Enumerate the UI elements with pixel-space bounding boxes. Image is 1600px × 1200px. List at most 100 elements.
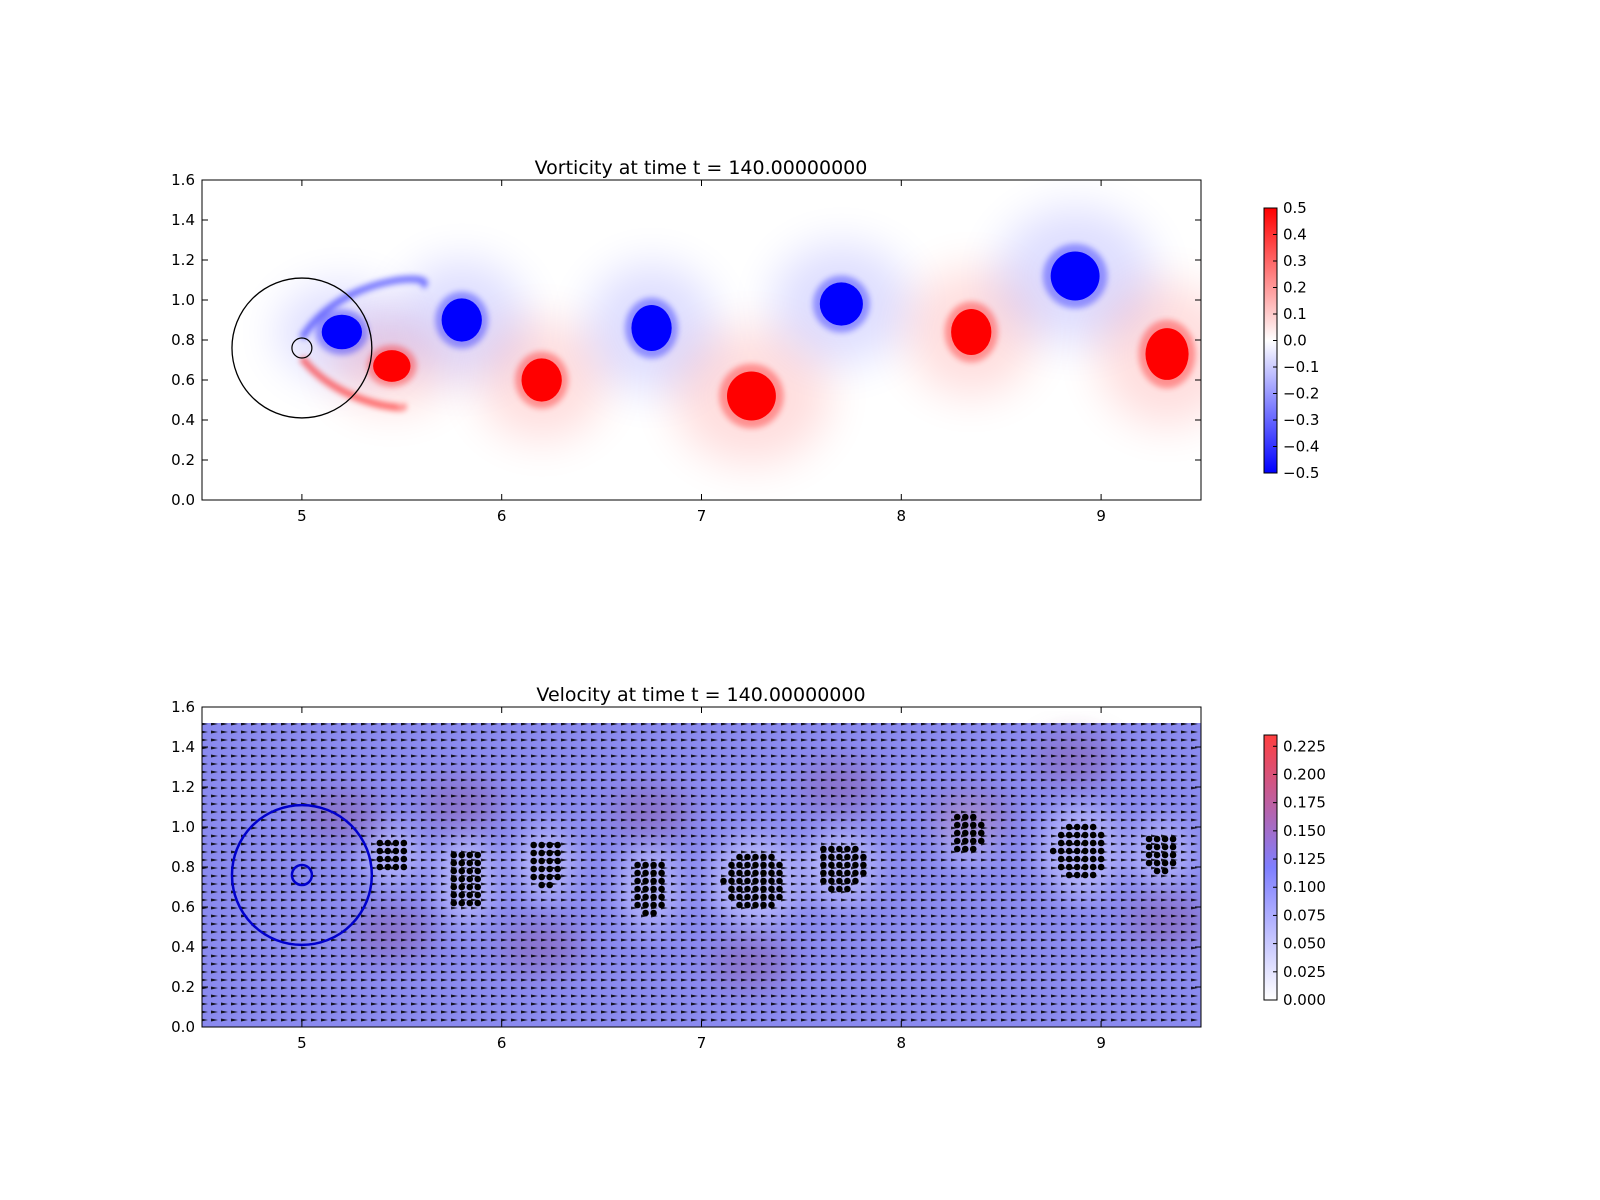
tracer-point — [538, 857, 545, 865]
tracer-point — [466, 875, 474, 883]
tracer-point — [860, 853, 867, 861]
tracer-point — [736, 901, 743, 909]
tracer-point — [760, 893, 767, 901]
tracer-point — [820, 869, 827, 877]
tracer-point — [554, 865, 561, 873]
tracer-point — [1153, 867, 1161, 875]
x-tick-label: 7 — [697, 507, 707, 525]
tracer-point — [977, 837, 985, 845]
tracer-point — [852, 861, 859, 869]
tracer-point — [458, 875, 466, 883]
tracer-point — [760, 885, 767, 893]
tracer-point — [820, 861, 827, 869]
tracer-point — [634, 893, 641, 901]
velocity-colorbar: 0.225 0.200 0.175 0.150 0.125 0.100 0.075 0.050… — [1263, 734, 1326, 1009]
tracer-point — [828, 885, 835, 893]
tracer-point — [1081, 847, 1089, 855]
tracer-point — [1145, 835, 1153, 843]
tracer-point — [530, 857, 537, 865]
positive-vortex — [521, 358, 562, 402]
tracer-point — [736, 885, 743, 893]
tracer-point — [658, 877, 665, 885]
tracer-point — [1081, 831, 1089, 839]
tracer-point — [1169, 859, 1177, 867]
y-tick-label: 0.4 — [171, 411, 195, 429]
vorticity-y-ticks: 0.0 0.2 0.4 0.6 0.8 1.0 1.2 1.4 1.6 — [171, 171, 1201, 509]
positive-vortex — [951, 308, 992, 356]
tracer-point — [458, 867, 466, 875]
tracer-point — [1073, 831, 1081, 839]
tracer-point — [1081, 863, 1089, 871]
tracer-point — [768, 853, 775, 861]
tracer-point — [1153, 835, 1161, 843]
tracer-point — [1097, 855, 1105, 863]
tracer-point — [1089, 839, 1097, 847]
colorbar-tick-label: 0.050 — [1283, 935, 1326, 953]
tracer-point — [844, 861, 851, 869]
tracer-point — [450, 867, 458, 875]
y-tick-label: 1.0 — [171, 818, 195, 836]
tracer-point — [752, 877, 759, 885]
tracer-point — [1065, 847, 1073, 855]
x-tick-label: 8 — [897, 507, 907, 525]
tracer-point — [458, 859, 466, 867]
tracer-point — [744, 853, 751, 861]
tracer-point — [828, 845, 835, 853]
tracer-point — [546, 873, 553, 881]
tracer-point — [474, 883, 482, 891]
tracer-point — [844, 877, 851, 885]
tracer-point — [1097, 863, 1105, 871]
y-tick-label: 1.6 — [171, 171, 195, 189]
colorbar-tick-label: 0.5 — [1283, 199, 1307, 217]
lower-shear-layer — [299, 355, 407, 411]
tracer-point — [538, 865, 545, 873]
tracer-point — [1169, 851, 1177, 859]
velocity-tracer-points — [376, 813, 1177, 917]
tracer-point — [392, 847, 400, 855]
positive-vortex — [726, 371, 776, 421]
tracer-point — [736, 877, 743, 885]
x-tick-label: 8 — [897, 1034, 907, 1052]
tracer-point — [1169, 843, 1177, 851]
tracer-point — [820, 853, 827, 861]
tracer-point — [776, 885, 783, 893]
tracer-point — [728, 869, 735, 877]
velocity-field — [202, 707, 1201, 1027]
tracer-point — [728, 893, 735, 901]
y-tick-label: 0.6 — [171, 371, 195, 389]
tracer-point — [450, 851, 458, 859]
tracer-point — [1097, 831, 1105, 839]
tracer-point — [953, 813, 961, 821]
tracer-point — [852, 853, 859, 861]
colorbar-tick-label: −0.5 — [1283, 464, 1319, 482]
colorbar-tick-label: 0.100 — [1283, 878, 1326, 896]
tracer-point — [642, 901, 649, 909]
tracer-point — [650, 901, 657, 909]
tracer-point — [1089, 847, 1097, 855]
tracer-point — [969, 845, 977, 853]
tracer-point — [969, 829, 977, 837]
velocity-x-ticks: 5 6 7 8 9 — [297, 707, 1106, 1052]
tracer-point — [828, 877, 835, 885]
tracer-point — [376, 863, 384, 871]
tracer-point — [530, 873, 537, 881]
tracer-point — [642, 885, 649, 893]
tracer-point — [650, 893, 657, 901]
tracer-point — [634, 861, 641, 869]
vorticity-title: Vorticity at time t = 140.00000000 — [535, 157, 868, 179]
tracer-point — [384, 847, 392, 855]
y-tick-label: 0.0 — [171, 1018, 195, 1036]
tracer-point — [836, 853, 843, 861]
tracer-point — [1057, 831, 1065, 839]
tracer-point — [1161, 835, 1169, 843]
tracer-point — [1081, 823, 1089, 831]
tracer-point — [1089, 863, 1097, 871]
tracer-point — [760, 877, 767, 885]
x-tick-label: 9 — [1096, 507, 1106, 525]
tracer-point — [1057, 847, 1065, 855]
y-tick-label: 0.2 — [171, 451, 195, 469]
tracer-point — [961, 821, 969, 829]
tracer-point — [392, 839, 400, 847]
negative-vortex — [819, 282, 863, 326]
